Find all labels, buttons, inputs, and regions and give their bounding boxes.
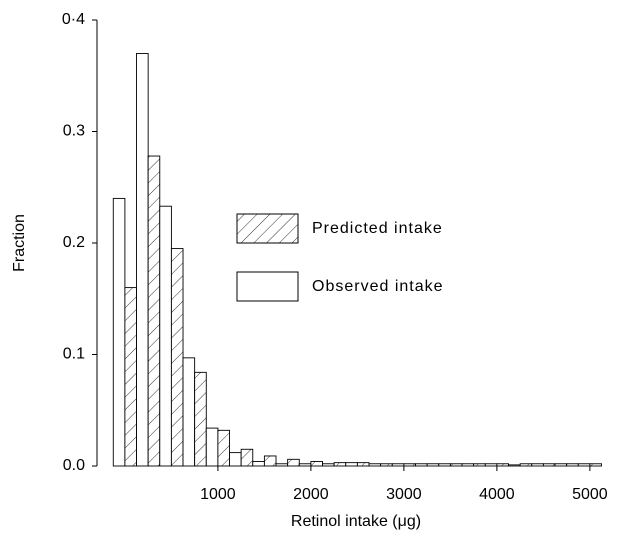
bar (287, 458, 300, 467)
bar (252, 461, 265, 467)
bar (403, 463, 416, 467)
bar (438, 463, 451, 467)
bar (124, 287, 137, 467)
bar (182, 357, 196, 467)
bar (368, 463, 382, 467)
legend-swatch (236, 213, 299, 244)
bar (205, 427, 219, 467)
bar (473, 463, 486, 467)
y-tick-label: 0.0 (63, 457, 85, 474)
bar (566, 463, 579, 467)
y-tick-label: 0.1 (63, 346, 85, 363)
bar (415, 463, 428, 467)
x-tick-label: 4000 (479, 486, 515, 503)
y-axis-label: Fraction (11, 214, 28, 272)
bar (577, 463, 591, 467)
x-tick-label: 2000 (293, 486, 329, 503)
bar (147, 155, 161, 467)
legend-swatch (236, 271, 299, 302)
x-tick-label: 1000 (200, 486, 236, 503)
bar (426, 463, 440, 467)
bar (496, 463, 509, 467)
bar (310, 461, 323, 467)
bar (275, 463, 289, 467)
bar (136, 53, 149, 467)
bar (519, 463, 533, 467)
x-axis-label: Retinol intake (μg) (291, 513, 421, 530)
x-tick-label: 3000 (386, 486, 422, 503)
bar (484, 463, 498, 467)
bar (159, 205, 172, 467)
bar (542, 463, 556, 467)
bar (531, 463, 544, 467)
bar (240, 448, 254, 467)
bar (322, 463, 335, 467)
bar (380, 463, 393, 467)
x-tick-label: 5000 (572, 486, 608, 503)
bar (112, 197, 126, 467)
bar (554, 463, 568, 467)
bar (508, 464, 521, 467)
bar (333, 462, 347, 467)
bar (217, 429, 230, 467)
legend-label: Predicted intake (312, 220, 443, 237)
bar (589, 463, 602, 467)
bar (345, 462, 358, 467)
bar (461, 463, 475, 467)
bar (170, 248, 184, 467)
bar (194, 371, 207, 467)
bar (229, 452, 242, 467)
bar (298, 463, 312, 467)
y-tick-label: 0.3 (63, 123, 85, 140)
bar (263, 455, 277, 467)
legend-label: Observed intake (312, 278, 444, 295)
bar (449, 463, 463, 467)
y-tick-label: 0.2 (63, 234, 85, 251)
bar (356, 462, 370, 467)
y-tick-label: 0·4 (62, 11, 85, 28)
bar (391, 463, 405, 467)
